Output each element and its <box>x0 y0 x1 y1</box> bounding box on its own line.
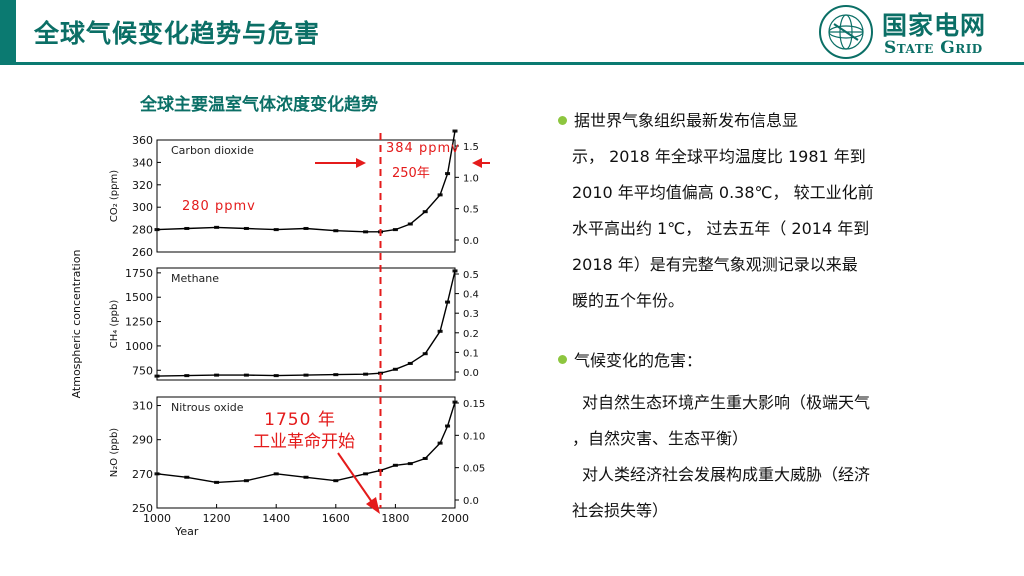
panel-name-label: Carbon dioxide <box>171 144 254 157</box>
right-tick-label: 0.0 <box>463 496 479 507</box>
logo-text-en: State Grid <box>884 38 983 58</box>
series-line <box>156 130 456 233</box>
bullet-icon <box>558 355 567 364</box>
bullet-icon <box>558 116 567 125</box>
right-tick-label: 0.3 <box>463 309 479 320</box>
panel-name-label: Methane <box>171 272 219 285</box>
right-tick-label: 0.0 <box>463 368 479 379</box>
y-tick-label: 290 <box>132 434 153 447</box>
event-year-label: 1750 年 <box>264 410 336 430</box>
chart-title: 全球主要温室气体浓度变化趋势 <box>140 95 378 115</box>
logo-text-cn: 国家电网 <box>882 11 987 40</box>
paragraph-line: 据世界气象组织最新发布信息显 <box>574 111 799 130</box>
x-tick-label: 2000 <box>441 512 469 525</box>
right-tick-label: 0.4 <box>463 290 479 301</box>
data-point <box>154 374 160 378</box>
header-accent-block <box>0 0 16 64</box>
right-tick-label: 0.5 <box>463 270 479 281</box>
data-point <box>154 228 160 232</box>
paragraph-line: 社会损失等） <box>572 501 669 520</box>
y-tick-label: 300 <box>132 201 153 214</box>
x-tick-label: 1800 <box>381 512 409 525</box>
panel-frame <box>156 267 456 381</box>
page-title: 全球气候变化趋势与危害 <box>34 19 321 48</box>
x-tick-label: 1000 <box>143 512 171 525</box>
y-tick-label: 280 <box>132 224 153 237</box>
arrow-icon <box>356 158 366 168</box>
paragraph-line: 暖的五个年份。 <box>572 291 685 310</box>
state-grid-logo-icon <box>819 5 873 59</box>
right-tick-label: 0.0 <box>463 236 479 247</box>
y-tick-label: 1000 <box>125 340 153 353</box>
right-tick-label: 1.0 <box>463 173 479 184</box>
paragraph-line: 水平高出约 1℃， 过去五年（ 2014 年到 <box>572 219 870 238</box>
arrow-icon <box>472 158 482 168</box>
y-tick-label: 1250 <box>125 316 153 329</box>
section-heading: 气候变化的危害： <box>574 351 703 370</box>
event-arrow-line <box>337 452 375 506</box>
right-tick-label: 0.2 <box>463 329 479 340</box>
panel-frame <box>156 139 456 253</box>
event-name-label: 工业革命开始 <box>253 432 355 452</box>
paragraph-line: 示， 2018 年全球平均温度比 1981 年到 <box>572 147 866 166</box>
y-tick-label: 360 <box>132 134 153 147</box>
co2-current-label: 384 ppmv <box>386 141 460 156</box>
y-tick-label: 320 <box>132 179 153 192</box>
panel-y-axis-label: CH₄ (ppb) <box>109 300 120 349</box>
right-tick-label: 1.5 <box>463 142 479 153</box>
y-tick-label: 310 <box>132 400 153 413</box>
span-label: 250年 <box>392 166 430 181</box>
arrow-icon <box>366 497 380 514</box>
right-tick-label: 0.05 <box>463 464 485 475</box>
series-line <box>156 401 456 484</box>
paragraph-line: ，自然灾害、生态平衡） <box>572 429 749 448</box>
x-tick-label: 1400 <box>262 512 290 525</box>
right-tick-label: 0.1 <box>463 348 479 359</box>
y-tick-label: 260 <box>132 246 153 259</box>
x-tick-label: 1200 <box>203 512 231 525</box>
y-tick-label: 750 <box>132 364 153 377</box>
shared-y-axis-label: Atmospheric concentration <box>70 250 83 399</box>
y-tick-label: 340 <box>132 156 153 169</box>
panel-y-axis-label: N₂O (ppb) <box>109 428 120 477</box>
x-tick-label: 1600 <box>322 512 350 525</box>
co2-preindustrial-label: 280 ppmv <box>182 199 256 214</box>
right-tick-label: 0.15 <box>463 399 485 410</box>
paragraph-line: 对人类经济社会发展构成重大威胁（经济 <box>582 465 871 484</box>
panel-name-label: Nitrous oxide <box>171 401 244 414</box>
right-tick-label: 0.5 <box>463 205 479 216</box>
paragraph-line: 2018 年）是有完整气象观测记录以来最 <box>572 255 858 274</box>
y-tick-label: 270 <box>132 468 153 481</box>
header-bar: 全球气候变化趋势与危害 国家电网 State Grid <box>0 0 1024 66</box>
y-tick-label: 1500 <box>125 291 153 304</box>
paragraph-line: 2010 年平均值偏高 0.38℃， 较工业化前 <box>572 183 874 202</box>
ghg-concentration-chart: Carbon dioxide 260 280 300 320 340 360 0.0 0.5 1.… <box>70 129 490 538</box>
panel-frame <box>156 396 456 509</box>
x-axis-label: Year <box>174 525 199 538</box>
header-divider <box>0 62 1024 65</box>
right-tick-label: 0.10 <box>463 431 485 442</box>
series-line <box>156 270 456 377</box>
y-tick-label: 250 <box>132 502 153 515</box>
y-tick-label: 1750 <box>125 267 153 280</box>
paragraph-line: 对自然生态环境产生重大影响（极端天气 <box>582 393 871 412</box>
panel-y-axis-label: CO₂ (ppm) <box>109 170 120 222</box>
